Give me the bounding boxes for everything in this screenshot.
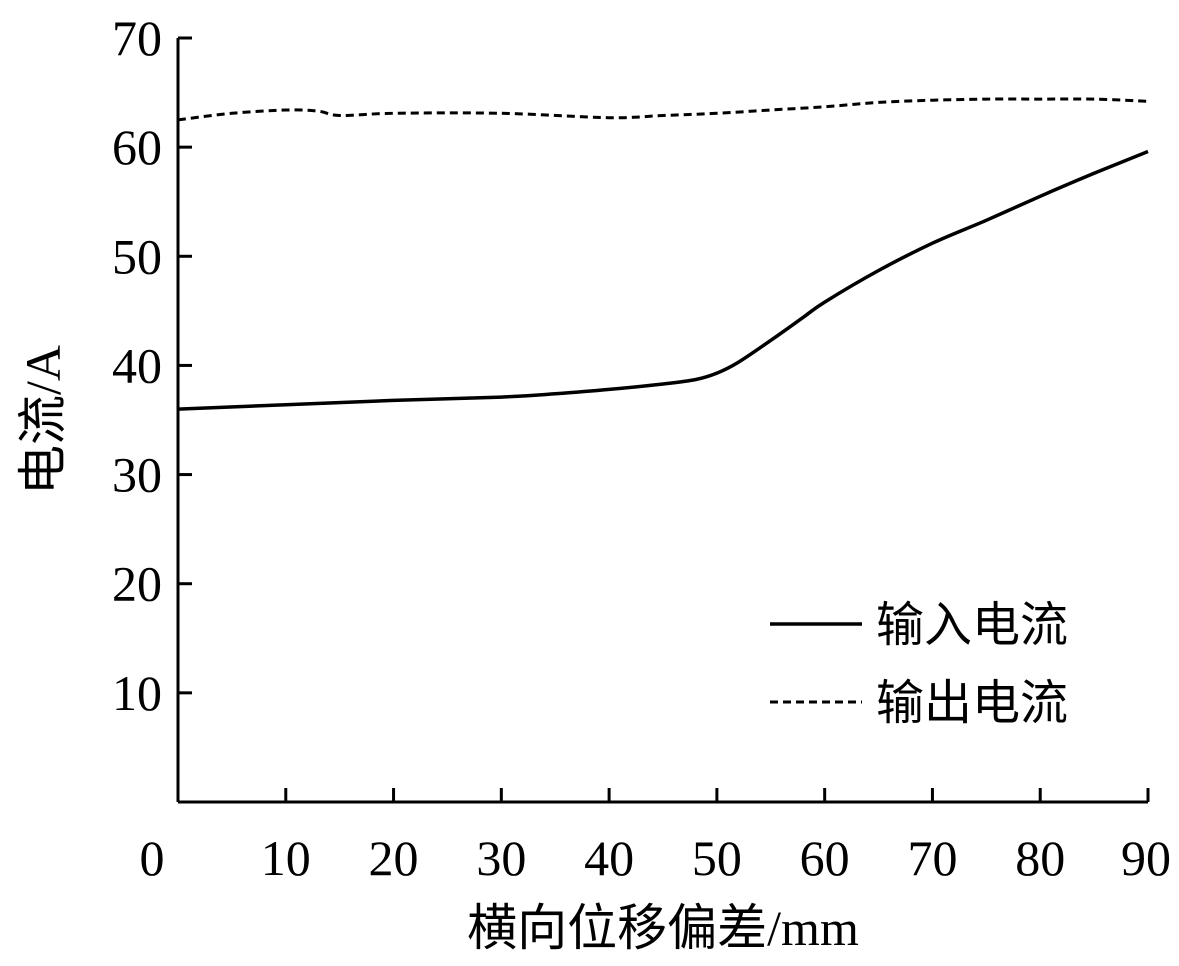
y-tick-label: 10 [112,665,162,721]
x-tick-label: 0 [140,830,165,886]
x-tick-label: 80 [1015,830,1065,886]
legend-label-2: 输出电流 [876,677,1068,730]
y-ticks: 10 20 30 40 50 60 70 [112,10,192,721]
x-tick-label: 10 [261,830,311,886]
series-line-1 [177,149,1149,411]
y-tick-label: 20 [112,556,162,612]
x-tick-label: 20 [369,830,419,886]
axes [176,38,1148,804]
y-tick-label: 70 [112,10,162,66]
x-ticks: 0 10 20 30 40 50 60 70 80 90 [140,788,1171,886]
y-axis-title: 电流/A [15,345,71,495]
y-tick-label: 40 [112,337,162,393]
x-tick-label: 90 [1121,830,1171,886]
x-tick-label: 30 [476,830,526,886]
y-tick-label: 60 [112,119,162,175]
x-tick-label: 50 [692,830,742,886]
x-tick-label: 70 [907,830,957,886]
series-layer [177,97,1149,411]
legend-label-1: 输入电流 [876,599,1068,652]
y-tick-label: 50 [112,228,162,284]
x-tick-label: 40 [584,830,634,886]
x-tick-label: 60 [800,830,850,886]
y-tick-label: 30 [112,447,162,503]
series-line-2 [177,97,1149,122]
x-axis-title: 横向位移偏差/mm [467,900,859,956]
